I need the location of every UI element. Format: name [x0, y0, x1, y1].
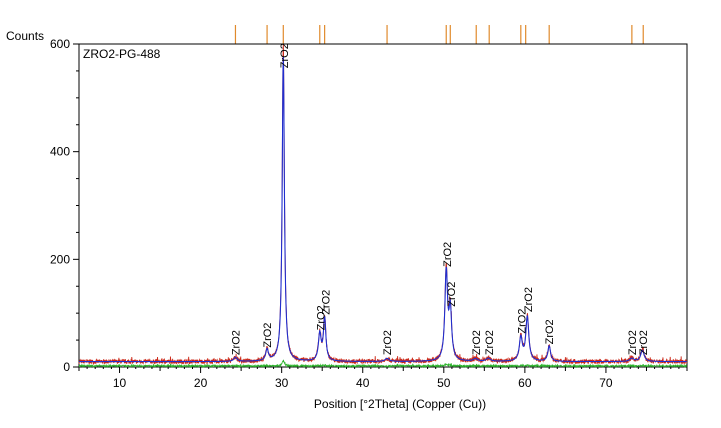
peak-annotation: ZrO2 [517, 309, 529, 334]
pattern-traces [78, 43, 688, 369]
y-tick-label: 400 [50, 145, 70, 159]
x-tick-label: 60 [518, 376, 532, 390]
observed-trace [78, 43, 688, 366]
peak-annotation: ZrO2 [442, 242, 454, 267]
x-tick-label: 10 [113, 376, 127, 390]
plot-frame [78, 43, 688, 368]
peak-annotation: ZrO2 [382, 330, 394, 355]
peak-annotation: ZrO2 [484, 330, 496, 355]
y-axis-label: Counts [6, 29, 44, 43]
peak-annotation: ZrO2 [446, 282, 458, 307]
x-tick-label: 50 [437, 376, 451, 390]
peak-annotation: ZrO2 [279, 43, 291, 68]
peak-annotation: ZrO2 [320, 290, 332, 315]
peak-annotation: ZrO2 [544, 319, 556, 344]
peak-annotation: ZrO2 [471, 330, 483, 355]
x-tick-label: 30 [275, 376, 289, 390]
difference-trace [78, 359, 688, 369]
x-axis-label: Position [°2Theta] (Copper (Cu)) [314, 397, 486, 411]
y-tick-label: 0 [63, 360, 70, 374]
y-axis-ticks: 0 200 400 600 [50, 37, 79, 374]
peak-annotation: ZrO2 [230, 330, 242, 355]
sample-label: ZRO2-PG-488 [83, 47, 161, 61]
peak-annotation: ZrO2 [523, 287, 535, 312]
peak-annotation: ZrO2 [316, 305, 328, 330]
x-axis-ticks: 10 20 30 40 50 60 70 [78, 367, 688, 390]
reference-lines [234, 25, 644, 44]
peak-annotation: ZrO2 [262, 323, 274, 348]
x-tick-label: 70 [599, 376, 613, 390]
x-tick-label: 40 [356, 376, 370, 390]
y-tick-label: 200 [50, 252, 70, 266]
peak-annotation: ZrO2 [627, 330, 639, 355]
y-tick-label: 600 [50, 37, 70, 51]
calculated-trace [79, 56, 687, 363]
x-tick-label: 20 [194, 376, 208, 390]
peak-annotation: ZrO2 [638, 330, 650, 355]
